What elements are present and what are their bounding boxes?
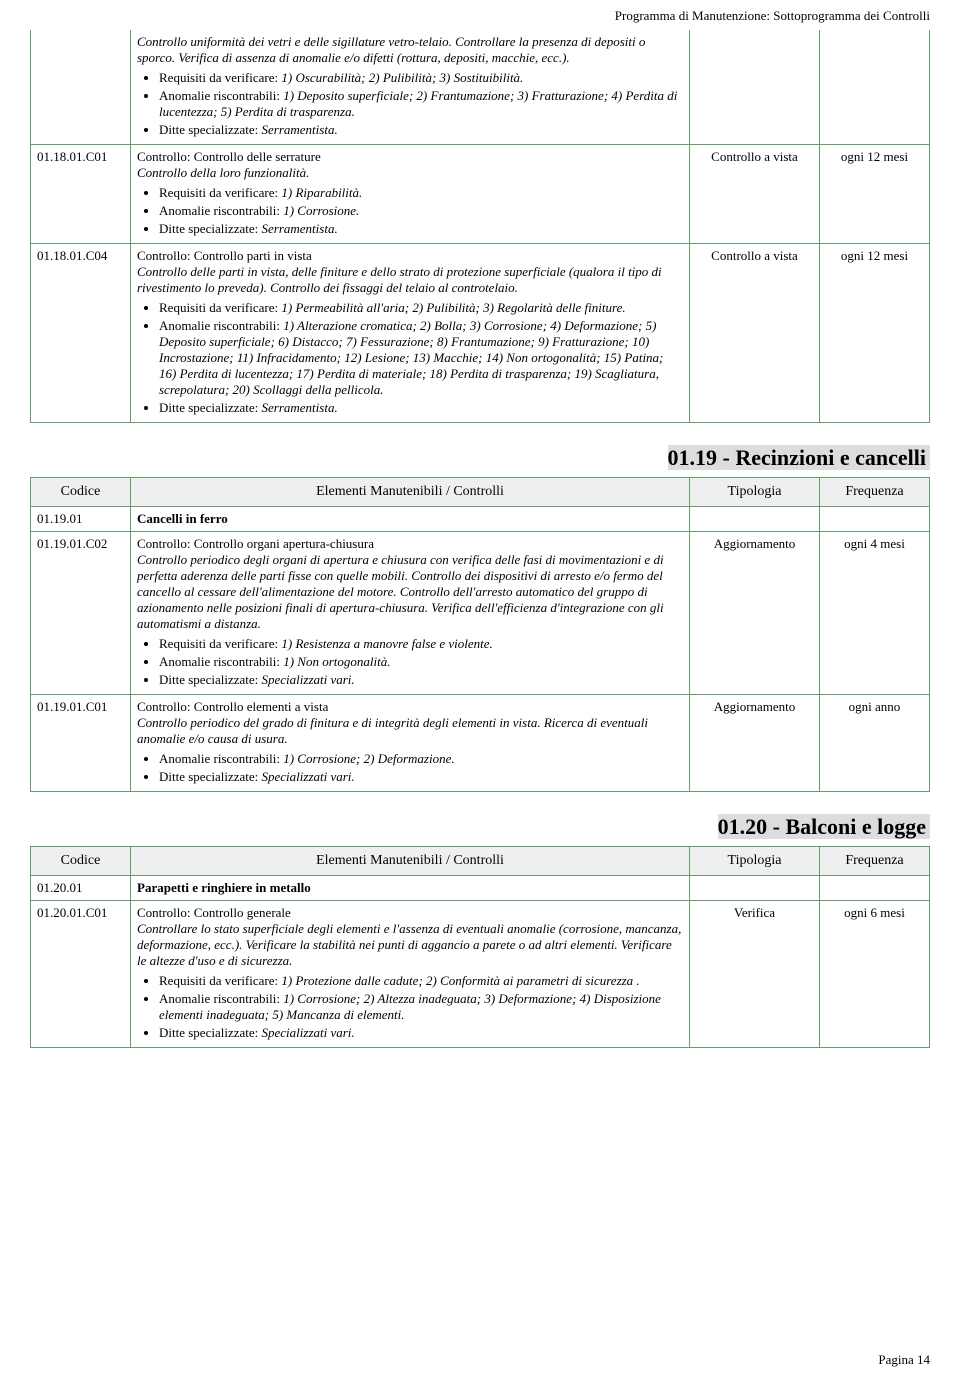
- table-header: Tipologia: [690, 478, 820, 507]
- code-cell: [31, 30, 131, 145]
- table-header: Elementi Manutenibili / Controlli: [131, 847, 690, 876]
- maintenance-table: CodiceElementi Manutenibili / ControlliT…: [30, 846, 930, 1048]
- code-cell: 01.18.01.C04: [31, 244, 131, 423]
- description-cell: Controllo: Controllo organi apertura-chi…: [131, 532, 690, 695]
- table-header: Codice: [31, 478, 131, 507]
- table-row: Controllo uniformità dei vetri e delle s…: [31, 30, 930, 145]
- tipologia-cell: Aggiornamento: [690, 532, 820, 695]
- table-row: 01.20.01.C01Controllo: Controllo general…: [31, 901, 930, 1048]
- table-header: Codice: [31, 847, 131, 876]
- tipologia-cell: Verifica: [690, 901, 820, 1048]
- frequenza-cell: [820, 30, 930, 145]
- maintenance-table: CodiceElementi Manutenibili / ControlliT…: [30, 477, 930, 792]
- frequenza-cell: ogni 12 mesi: [820, 244, 930, 423]
- code-cell: 01.20.01: [31, 876, 131, 901]
- code-cell: 01.20.01.C01: [31, 901, 131, 1048]
- description-cell: Controllo: Controllo elementi a vistaCon…: [131, 695, 690, 792]
- code-cell: 01.19.01: [31, 507, 131, 532]
- description-cell: Cancelli in ferro: [131, 507, 690, 532]
- description-cell: Controllo uniformità dei vetri e delle s…: [131, 30, 690, 145]
- table-header: Frequenza: [820, 478, 930, 507]
- table-row: 01.19.01Cancelli in ferro: [31, 507, 930, 532]
- table-row: 01.19.01.C01Controllo: Controllo element…: [31, 695, 930, 792]
- description-cell: Controllo: Controllo parti in vistaContr…: [131, 244, 690, 423]
- content-area: Controllo uniformità dei vetri e delle s…: [30, 30, 930, 1048]
- table-header: Elementi Manutenibili / Controlli: [131, 478, 690, 507]
- table-header: Tipologia: [690, 847, 820, 876]
- table-row: 01.19.01.C02Controllo: Controllo organi …: [31, 532, 930, 695]
- code-cell: 01.19.01.C02: [31, 532, 131, 695]
- table-header: Frequenza: [820, 847, 930, 876]
- frequenza-cell: [820, 507, 930, 532]
- tipologia-cell: [690, 876, 820, 901]
- code-cell: 01.19.01.C01: [31, 695, 131, 792]
- code-cell: 01.18.01.C01: [31, 145, 131, 244]
- page-footer: Pagina 14: [878, 1352, 930, 1368]
- table-row: 01.18.01.C04Controllo: Controllo parti i…: [31, 244, 930, 423]
- description-cell: Controllo: Controllo delle serratureCont…: [131, 145, 690, 244]
- description-cell: Parapetti e ringhiere in metallo: [131, 876, 690, 901]
- frequenza-cell: ogni 6 mesi: [820, 901, 930, 1048]
- section-title: 01.20 - Balconi e logge: [30, 814, 930, 840]
- maintenance-table: Controllo uniformità dei vetri e delle s…: [30, 30, 930, 423]
- page-header-title: Programma di Manutenzione: Sottoprogramm…: [30, 0, 930, 30]
- frequenza-cell: [820, 876, 930, 901]
- tipologia-cell: Controllo a vista: [690, 244, 820, 423]
- tipologia-cell: Controllo a vista: [690, 145, 820, 244]
- tipologia-cell: [690, 507, 820, 532]
- frequenza-cell: ogni 4 mesi: [820, 532, 930, 695]
- frequenza-cell: ogni 12 mesi: [820, 145, 930, 244]
- tipologia-cell: [690, 30, 820, 145]
- table-row: 01.20.01Parapetti e ringhiere in metallo: [31, 876, 930, 901]
- tipologia-cell: Aggiornamento: [690, 695, 820, 792]
- frequenza-cell: ogni anno: [820, 695, 930, 792]
- description-cell: Controllo: Controllo generaleControllare…: [131, 901, 690, 1048]
- table-row: 01.18.01.C01Controllo: Controllo delle s…: [31, 145, 930, 244]
- page: Programma di Manutenzione: Sottoprogramm…: [0, 0, 960, 1388]
- section-title: 01.19 - Recinzioni e cancelli: [30, 445, 930, 471]
